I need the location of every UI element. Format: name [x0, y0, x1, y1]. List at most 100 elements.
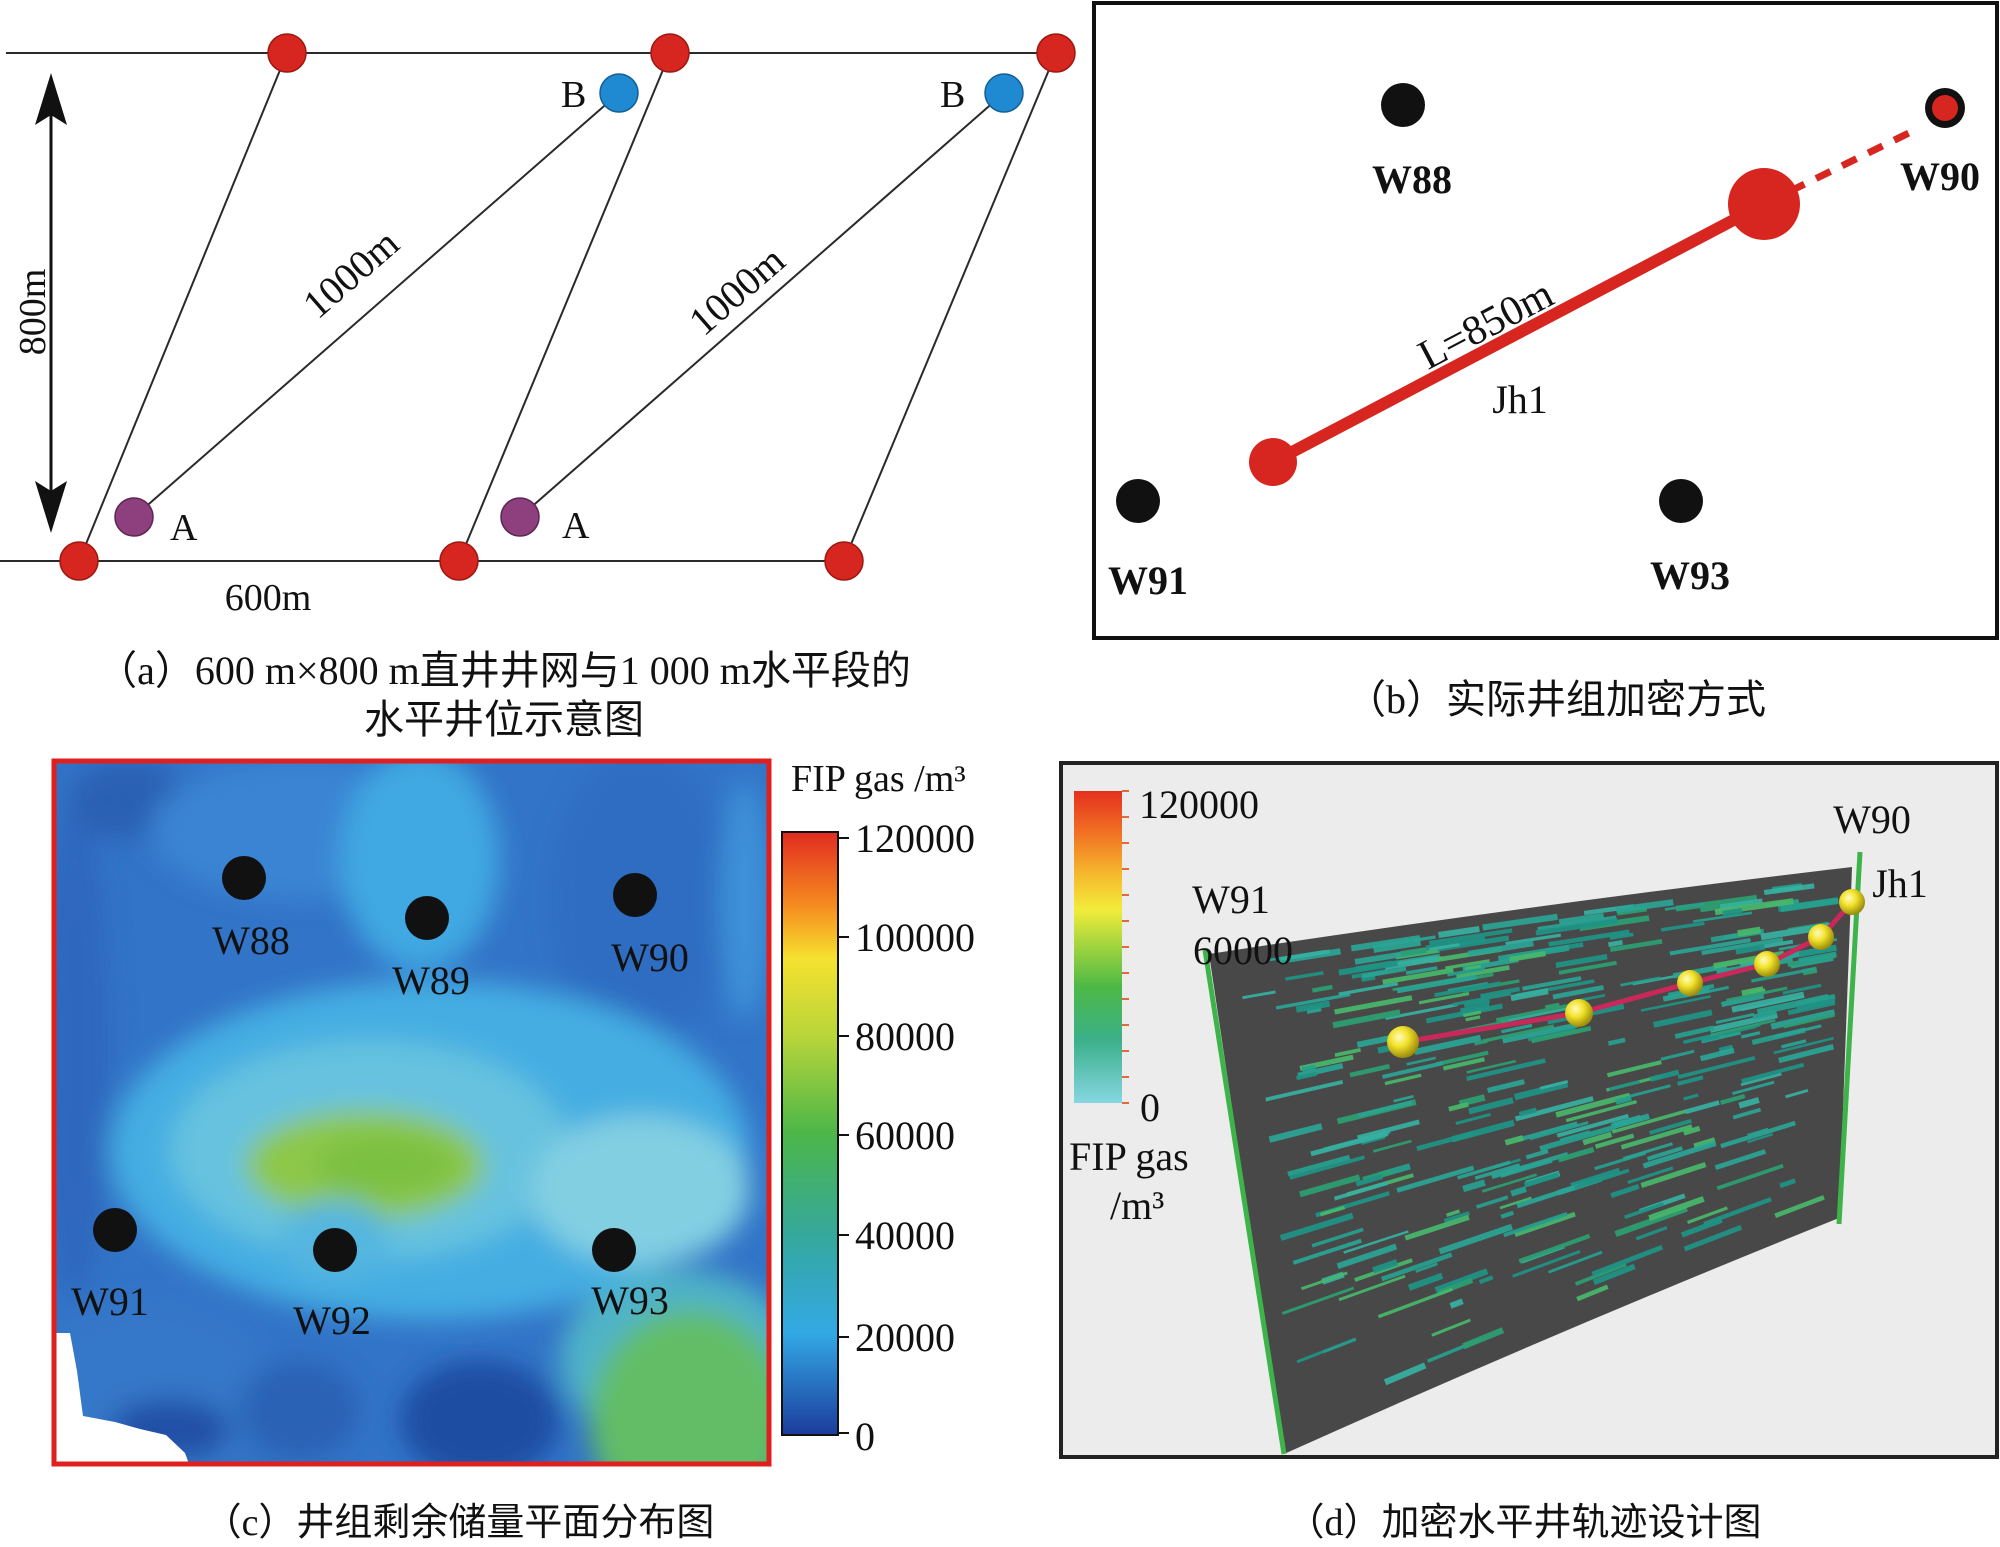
section-streak: [1396, 974, 1477, 994]
section-streak: [1547, 1250, 1603, 1274]
vertical-dimension-arrow: [35, 73, 67, 533]
section-streak: [1737, 926, 1762, 937]
section-streak: [1614, 1205, 1688, 1238]
section-streak: [1295, 1000, 1331, 1013]
endpoint-a-dot: [500, 497, 540, 537]
section-streak: [1591, 1244, 1664, 1277]
section-streak: [1648, 1196, 1705, 1221]
heatmap-region: [240, 1360, 360, 1460]
section-streak: [1510, 1186, 1527, 1197]
section-streak: [1334, 995, 1413, 1015]
section-streak: [1649, 1118, 1692, 1135]
section-streak: [1669, 937, 1751, 956]
section-streak: [1555, 953, 1608, 969]
colorbar-c-title: FIP gas /m³: [791, 758, 966, 800]
endpoint-b-dot: [599, 73, 639, 113]
section-streak: [1384, 1073, 1422, 1086]
section-streak: [1446, 1209, 1461, 1217]
colorbar-d-tick-label: 60000: [1193, 928, 1293, 973]
section-streak: [1242, 990, 1276, 1000]
section-streak: [1287, 1154, 1351, 1177]
section-streak: [1465, 1015, 1481, 1022]
section-streak: [1612, 1114, 1642, 1129]
no-data-area: [54, 1333, 189, 1464]
section-streak: [1779, 1178, 1796, 1189]
grid-edge-line: [843, 52, 1057, 562]
section-streak: [1361, 966, 1407, 979]
section-streak: [1480, 986, 1520, 999]
colorbar-d-scale: [1074, 791, 1122, 1103]
section-streak: [1615, 1095, 1632, 1105]
section-streak: [1358, 1100, 1413, 1118]
well-dot-w93: [1659, 479, 1703, 523]
section-streak: [1594, 1133, 1635, 1149]
section-streak: [1722, 908, 1743, 917]
section-streak: [1607, 1037, 1626, 1046]
section-streak: [1268, 1123, 1323, 1143]
section-streak: [1513, 1080, 1569, 1101]
section-streak: [1558, 960, 1617, 975]
section-streak: [1620, 976, 1661, 987]
vertical-well-dot: [59, 541, 99, 581]
section-streak: [1383, 1362, 1427, 1386]
section-streak: [1372, 1139, 1412, 1153]
colorbar-d-tick-label: 0: [1140, 1085, 1160, 1130]
section-streak: [1481, 1173, 1537, 1193]
trajectory-node: [1387, 1026, 1419, 1058]
section-streak: [1570, 1167, 1621, 1189]
well-dot-w92: [313, 1228, 357, 1272]
panel-d-trajectory-design: 120000 60000 0 FIP gas /m³ W91 W90 Jh1 （…: [1059, 761, 1999, 1544]
well-dot-w90-core: [1932, 95, 1958, 121]
vertical-well-dot: [650, 33, 690, 73]
section-streak: [1431, 1318, 1471, 1337]
caption-b: （b）实际井组加密方式: [1346, 677, 1766, 722]
section-streak: [1443, 1211, 1470, 1223]
section-streak: [1332, 1009, 1401, 1029]
section-streak: [1322, 1337, 1357, 1354]
section-streak: [1355, 960, 1392, 971]
section-streak: [1635, 1225, 1668, 1241]
section-streak: [1428, 943, 1460, 951]
section-streak: [1462, 1010, 1482, 1018]
section-streak: [1385, 1003, 1458, 1021]
panel-c-reserve-map: W88 W89 W90 W91 W92 W93 FIP gas /m³ 1200…: [51, 758, 975, 1544]
colorbar-c-tick-label: 60000: [855, 1113, 955, 1158]
section-streak: [1606, 1060, 1662, 1078]
well-label-w90: W90: [1900, 154, 1980, 199]
vertical-well-dot: [1036, 33, 1076, 73]
section-streak: [1582, 1131, 1613, 1146]
section-streak: [1301, 1064, 1317, 1073]
well-label-w89: W89: [392, 958, 470, 1003]
section-streak: [1311, 1227, 1364, 1248]
section-streak: [1649, 1069, 1680, 1082]
section-streak: [1393, 1094, 1414, 1103]
panel-b-infill-plan: W88 W90 W91 W93 L=850m Jh1 （b）实际井组加密方式: [1092, 1, 1999, 722]
label-a: A: [562, 505, 590, 547]
section-streak: [1356, 1119, 1420, 1141]
section-streak: [1280, 949, 1330, 961]
well-dot-w91: [1116, 479, 1160, 523]
section-streak: [1693, 1137, 1716, 1150]
section-streak: [1780, 897, 1839, 913]
section-streak: [1463, 998, 1490, 1008]
section-streak: [1517, 1121, 1578, 1142]
section-streak: [1279, 1212, 1354, 1241]
section-streak: [1502, 1022, 1578, 1044]
section-streak: [1350, 935, 1421, 952]
heatmap-region: [340, 761, 500, 970]
jh1-heel-dot: [1249, 438, 1297, 486]
section-streak: [1759, 939, 1794, 949]
section-streak: [1500, 1007, 1569, 1024]
label-b: B: [940, 74, 965, 116]
section-streak: [1297, 1062, 1344, 1079]
horizontal-section-line: [133, 92, 620, 518]
section-streak: [1558, 912, 1604, 925]
section-streak: [1718, 1044, 1734, 1054]
section-streak: [1686, 1206, 1728, 1225]
section-streak: [1640, 1162, 1707, 1188]
colorbar-c-tick-label: 100000: [855, 915, 975, 960]
section-streak: [1770, 1009, 1836, 1030]
section-streak: [1500, 1210, 1515, 1219]
well-dot-w88: [222, 856, 266, 900]
section-streak: [1608, 940, 1623, 948]
